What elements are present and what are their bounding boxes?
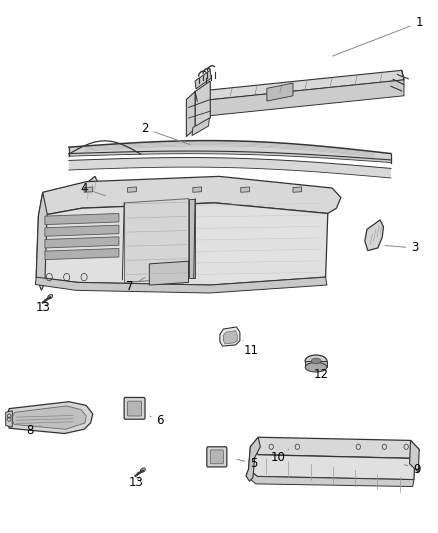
Polygon shape xyxy=(249,447,415,480)
Text: 3: 3 xyxy=(385,241,419,254)
Text: 8: 8 xyxy=(26,424,40,438)
FancyBboxPatch shape xyxy=(127,401,141,416)
Text: 2: 2 xyxy=(141,122,190,144)
Ellipse shape xyxy=(305,355,327,367)
Ellipse shape xyxy=(141,468,145,472)
Polygon shape xyxy=(6,402,93,433)
Polygon shape xyxy=(186,92,195,136)
FancyBboxPatch shape xyxy=(210,450,223,464)
Polygon shape xyxy=(220,327,240,346)
Text: 11: 11 xyxy=(243,341,259,357)
Text: 9: 9 xyxy=(404,463,421,475)
Polygon shape xyxy=(45,214,119,224)
Polygon shape xyxy=(246,437,260,481)
Polygon shape xyxy=(149,261,188,285)
Polygon shape xyxy=(188,199,195,278)
Polygon shape xyxy=(6,411,12,427)
Text: 13: 13 xyxy=(35,301,50,314)
Polygon shape xyxy=(267,83,293,101)
Polygon shape xyxy=(36,192,47,290)
Polygon shape xyxy=(69,151,391,163)
Text: 7: 7 xyxy=(126,278,145,293)
Text: 4: 4 xyxy=(80,182,106,196)
Polygon shape xyxy=(251,437,419,458)
Ellipse shape xyxy=(311,358,321,364)
Polygon shape xyxy=(246,469,414,487)
Polygon shape xyxy=(193,187,201,192)
FancyBboxPatch shape xyxy=(207,447,227,467)
Text: 13: 13 xyxy=(129,476,144,489)
Polygon shape xyxy=(195,70,211,89)
Polygon shape xyxy=(83,176,98,204)
Polygon shape xyxy=(195,81,210,128)
Text: 12: 12 xyxy=(314,365,329,381)
Ellipse shape xyxy=(48,295,53,299)
Polygon shape xyxy=(39,176,341,216)
Text: 6: 6 xyxy=(150,414,164,427)
Polygon shape xyxy=(69,141,391,160)
Polygon shape xyxy=(124,199,188,282)
Text: 5: 5 xyxy=(237,457,258,470)
Polygon shape xyxy=(45,248,119,260)
Polygon shape xyxy=(365,220,384,251)
Polygon shape xyxy=(223,330,237,344)
Polygon shape xyxy=(195,70,404,101)
Polygon shape xyxy=(192,118,209,135)
FancyBboxPatch shape xyxy=(124,398,145,419)
Polygon shape xyxy=(410,440,419,472)
Polygon shape xyxy=(35,277,327,293)
Polygon shape xyxy=(241,187,250,192)
Polygon shape xyxy=(45,225,119,236)
Polygon shape xyxy=(36,203,328,285)
Ellipse shape xyxy=(305,362,327,372)
Polygon shape xyxy=(197,80,404,117)
Polygon shape xyxy=(69,158,391,178)
Polygon shape xyxy=(127,187,136,192)
Polygon shape xyxy=(293,187,302,192)
Polygon shape xyxy=(45,237,119,248)
Text: 10: 10 xyxy=(270,449,289,464)
Polygon shape xyxy=(84,187,93,192)
Text: 1: 1 xyxy=(332,16,423,56)
Polygon shape xyxy=(11,406,86,429)
Polygon shape xyxy=(305,361,327,367)
